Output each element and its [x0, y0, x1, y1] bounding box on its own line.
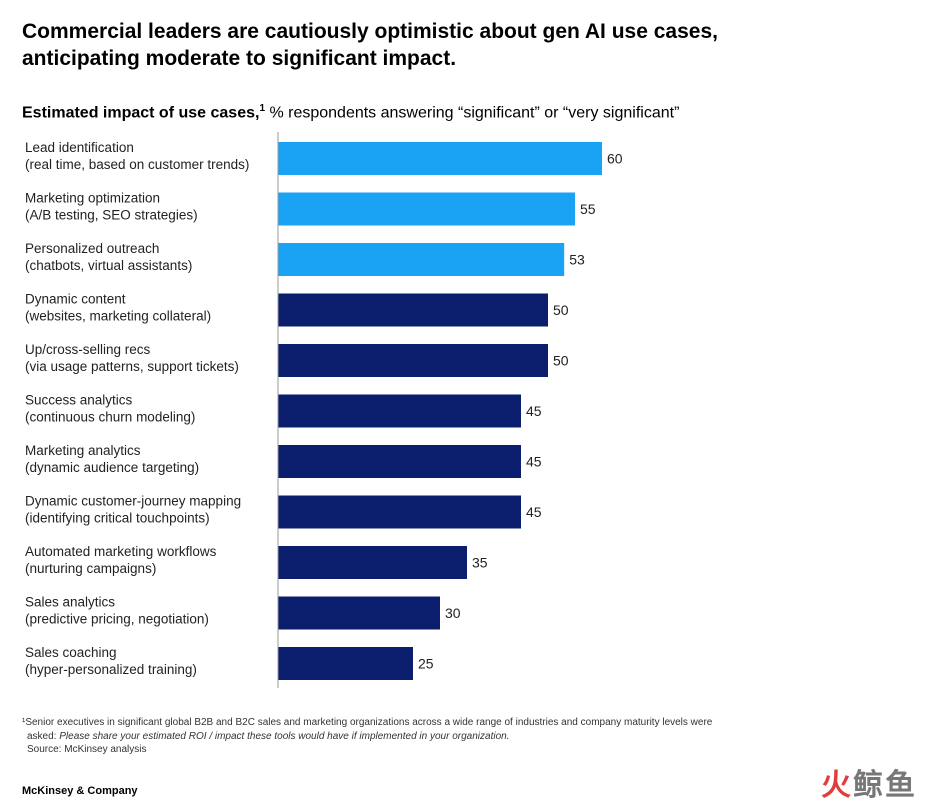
category-label: Up/cross-selling recs: [25, 342, 151, 357]
chart-title-line-1: Commercial leaders are cautiously optimi…: [22, 20, 718, 43]
category-label: Lead identification: [25, 140, 134, 155]
bar-value-label: 30: [445, 605, 461, 621]
bar-value-label: 45: [526, 504, 542, 520]
category-label: Sales coaching: [25, 645, 117, 660]
bar-value-label: 50: [553, 302, 569, 318]
footnote-source: Source: McKinsey analysis: [27, 744, 147, 755]
bar: [278, 344, 548, 377]
bar-value-label: 50: [553, 353, 569, 369]
category-label: Personalized outreach: [25, 241, 159, 256]
category-label: Marketing analytics: [25, 443, 141, 458]
bar-chart: 60 Lead identification (real time, based o…: [25, 132, 623, 688]
brand-name: McKinsey & Company: [22, 785, 138, 797]
category-sublabel: (dynamic audience targeting): [25, 460, 199, 475]
category-label: Automated marketing workflows: [25, 544, 217, 559]
chart-title: Commercial leaders are cautiously optimi…: [22, 18, 902, 72]
bar: [278, 596, 440, 630]
bar-value-label: 55: [580, 201, 596, 217]
bar: [278, 293, 548, 327]
category-sublabel: (chatbots, virtual assistants): [25, 258, 192, 273]
category-sublabel: (continuous churn modeling): [25, 410, 195, 425]
bar: [278, 394, 521, 428]
category-sublabel: (A/B testing, SEO strategies): [25, 208, 198, 223]
category-sublabel: (predictive pricing, negotiation): [25, 612, 209, 627]
subtitle-bold: Estimated impact of use cases,: [22, 104, 260, 122]
bar: [278, 192, 575, 226]
watermark-logo: 火鲸鱼: [821, 760, 917, 804]
bar: [278, 495, 521, 529]
category-sublabel: (websites, marketing collateral): [25, 309, 211, 324]
bar: [278, 445, 521, 478]
category-sublabel: (hyper-personalized training): [25, 662, 197, 677]
chart-title-line-2: anticipating moderate to significant imp…: [22, 47, 457, 70]
bar: [278, 647, 413, 680]
watermark-part-1: 火: [821, 768, 853, 803]
bar-value-label: 25: [418, 656, 434, 672]
bar-value-label: 60: [607, 151, 623, 167]
bar-value-label: 53: [569, 252, 585, 268]
category-label: Dynamic customer-journey mapping: [25, 494, 241, 509]
category-sublabel: (real time, based on customer trends): [25, 157, 249, 172]
watermark-part-2: 鲸鱼: [853, 768, 917, 803]
chart-subtitle: Estimated impact of use cases,1 % respon…: [22, 98, 922, 124]
bar: [278, 142, 602, 175]
bar: [278, 243, 565, 276]
bar-value-label: 45: [526, 403, 542, 419]
bar: [278, 546, 467, 579]
category-label: Marketing optimization: [25, 191, 160, 206]
category-sublabel: (identifying critical touchpoints): [25, 511, 210, 526]
bar-value-label: 35: [472, 555, 488, 571]
footnote-line-2: asked: Please share your estimated ROI /…: [22, 730, 902, 744]
subtitle-rest: % respondents answering “significant” or…: [265, 104, 680, 122]
footnote: ¹Senior executives in significant global…: [22, 716, 902, 757]
category-label: Sales analytics: [25, 595, 115, 610]
category-label: Success analytics: [25, 393, 133, 408]
subtitle-footnote-marker: 1: [259, 103, 265, 114]
footnote-question: Please share your estimated ROI / impact…: [59, 730, 510, 742]
footnote-line-1: ¹Senior executives in significant global…: [22, 717, 713, 728]
bar-value-label: 45: [526, 454, 542, 470]
footnote-asked: asked:: [27, 730, 60, 742]
category-sublabel: (via usage patterns, support tickets): [25, 359, 239, 374]
category-sublabel: (nurturing campaigns): [25, 561, 156, 576]
category-label: Dynamic content: [25, 292, 126, 307]
